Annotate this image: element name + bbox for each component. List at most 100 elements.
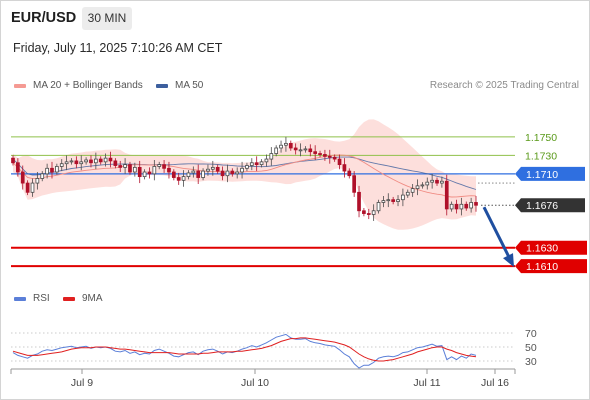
candle-body (30, 182, 35, 193)
candle-body (259, 161, 264, 166)
candle-body (59, 163, 64, 167)
ma50-swatch (156, 84, 168, 88)
candle-body (210, 166, 215, 170)
ma50-line (12, 156, 477, 190)
candle-body (357, 191, 361, 212)
candle-body (371, 210, 376, 215)
candle-body (220, 170, 225, 177)
candle-body (396, 199, 400, 202)
bollinger-band (13, 119, 476, 230)
candle-body (20, 171, 25, 184)
candle-body (274, 147, 279, 154)
candle-body (401, 194, 405, 201)
rsi-tick-30: 30 (525, 356, 537, 368)
candle-body (420, 184, 425, 187)
candle-body (215, 166, 220, 172)
timeframe-button[interactable]: 30 MIN (82, 7, 132, 30)
candle-body (474, 202, 478, 206)
level-1-1750-label: 1.1750 (525, 132, 557, 144)
candle-body (264, 158, 269, 163)
rsi-panel: 70 50 30 (11, 328, 537, 369)
candle-body (293, 147, 298, 151)
candle-body (279, 144, 283, 149)
level-1-1610-tag (515, 259, 587, 274)
level-1-1676-tag (515, 198, 585, 213)
candle-body (342, 164, 347, 172)
candle-body (269, 153, 274, 160)
candle-body (171, 171, 176, 178)
candle-body (55, 166, 59, 173)
credit-text: Research © 2025 Trading Central (429, 80, 579, 91)
candlesticks (11, 136, 478, 221)
forecast-arrow-head (503, 253, 514, 268)
candle-body (16, 162, 20, 173)
candle-body (132, 166, 137, 173)
candle-body (249, 162, 254, 166)
level-1-1730-label: 1.1730 (525, 150, 557, 162)
candle-body (288, 142, 293, 149)
candle-body (64, 161, 69, 165)
candle-body (167, 167, 171, 173)
candle-body (45, 167, 49, 175)
currency-pair: EUR/USD (11, 10, 77, 26)
candle-body (94, 158, 98, 164)
candle-body (444, 180, 449, 210)
level-1-1610-label: 1.1610 (526, 261, 558, 273)
candle-body (79, 161, 84, 165)
level-1-1710-label: 1.1710 (526, 169, 558, 181)
candle-body (142, 171, 147, 178)
candle-body (206, 168, 210, 172)
candle-body (40, 173, 45, 179)
candle-body (74, 160, 79, 165)
x-tick-label: Jul 10 (241, 377, 269, 389)
candle-body (337, 158, 342, 166)
level-lines (11, 136, 515, 268)
candle-body (108, 157, 113, 162)
candle-body (308, 148, 313, 153)
candle-body (25, 182, 30, 193)
candle-body (162, 164, 166, 169)
candle-body (469, 202, 473, 209)
candle-body (230, 170, 235, 175)
candle-body (89, 159, 93, 164)
candle-body (123, 164, 127, 168)
candle-body (137, 166, 142, 178)
candle-body (103, 157, 108, 163)
candle-body (152, 166, 157, 175)
candle-body (69, 160, 74, 163)
rsi-tick-50: 50 (525, 342, 537, 354)
candle-body (323, 154, 327, 157)
candle-body (405, 191, 410, 196)
candle-body (181, 176, 186, 181)
candle-body (303, 148, 308, 151)
candle-body (128, 164, 132, 173)
candle-body (201, 170, 205, 178)
rsi-tick-70: 70 (525, 328, 537, 340)
candle-body (118, 165, 123, 168)
level-1-1630-label: 1.1630 (526, 243, 558, 255)
ma20-swatch (14, 84, 26, 88)
candle-body (381, 200, 386, 203)
candle-body (318, 153, 322, 155)
level-labels: 1.1750 1.1730 1.1710 1.1676 1.1630 1.1610 (515, 132, 587, 274)
level-1-1676-label: 1.1676 (526, 200, 558, 212)
candle-body (186, 172, 191, 178)
ma9-swatch (63, 297, 75, 301)
ma20-legend: MA 20 + Bollinger Bands (33, 80, 143, 91)
candle-body (245, 165, 249, 169)
candle-body (191, 170, 196, 174)
candle-body (362, 210, 366, 214)
candle-body (35, 178, 40, 184)
x-axis: Jul 9 Jul 10 Jul 11 Jul 16 (10, 368, 516, 389)
candle-body (240, 167, 244, 173)
candle-body (98, 158, 103, 163)
candle-body (415, 185, 420, 190)
candle-body (425, 181, 430, 186)
candle-body (313, 151, 318, 154)
candle-body (50, 167, 54, 173)
header: EUR/USD 30 MIN (0, 0, 590, 36)
candle-body (464, 203, 469, 209)
candle-body (147, 171, 152, 175)
candle-body (284, 142, 288, 146)
